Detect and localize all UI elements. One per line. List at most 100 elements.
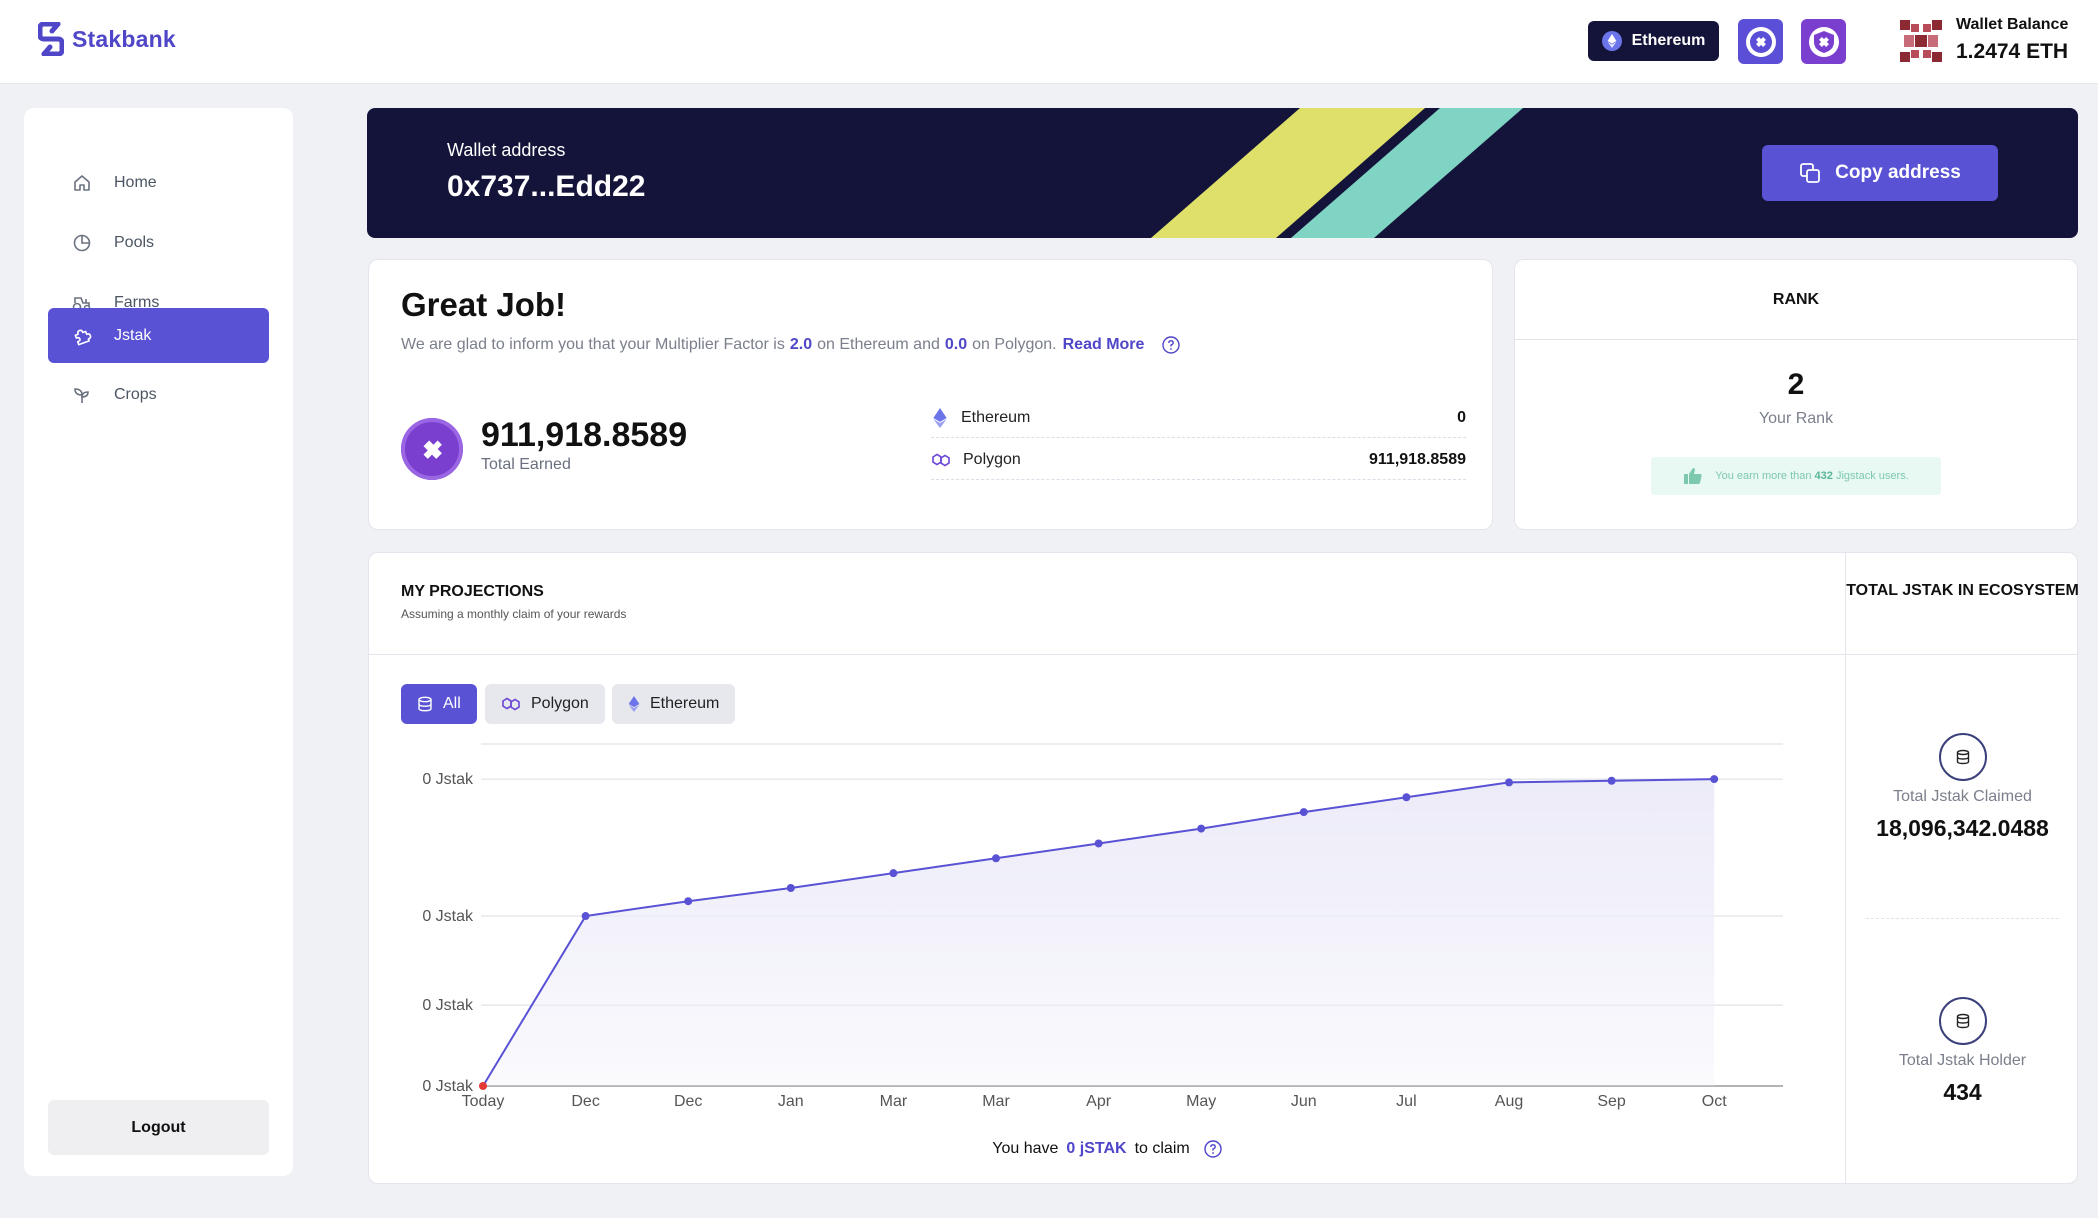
sidebar-item-label: Farms xyxy=(114,293,160,311)
sidebar-item-crops[interactable]: Crops xyxy=(48,367,269,422)
x-tick-label: Dec xyxy=(674,1093,702,1110)
network-name: Ethereum xyxy=(961,408,1031,426)
polygon-multiplier-value: 0.0 xyxy=(944,336,968,353)
y-tick-label: 0 Jstak xyxy=(422,908,474,925)
polygon-icon xyxy=(502,697,520,711)
rank-note-count: 432 xyxy=(1814,470,1833,482)
header-divider xyxy=(369,654,1845,655)
home-icon xyxy=(74,174,90,191)
multiplier-text-mid1: on Ethereum and xyxy=(817,336,940,353)
ecosystem-divider xyxy=(1866,918,2059,919)
total-holder-label: Total Jstak Holder xyxy=(1898,1052,2027,1069)
read-more-link[interactable]: Read More xyxy=(1062,336,1145,353)
logout-button[interactable]: Logout xyxy=(48,1100,269,1155)
shield-token-icon xyxy=(1808,26,1839,57)
sidebar-item-home[interactable]: Home xyxy=(48,155,269,210)
y-tick-label: 0 Jstak xyxy=(422,1078,474,1095)
wallet-balance-value: 1.2474 ETH xyxy=(1956,40,2069,63)
total-earned-label: Total Earned xyxy=(481,456,571,473)
banner-decoration xyxy=(1151,108,1523,238)
filter-ethereum-button[interactable]: Ethereum xyxy=(612,684,736,724)
multiplier-text-prefix: We are glad to inform you that your Mult… xyxy=(401,336,785,353)
database-icon xyxy=(1939,733,1987,781)
filter-polygon-button[interactable]: Polygon xyxy=(485,684,605,724)
data-point xyxy=(992,854,1000,863)
total-claimed-label: Total Jstak Claimed xyxy=(1893,788,2032,805)
data-point xyxy=(889,869,898,878)
projections-subtitle: Assuming a monthly claim of your rewards xyxy=(401,607,627,621)
series-area xyxy=(483,779,1715,1086)
jstak-shield-button[interactable] xyxy=(1801,19,1846,64)
polygon-icon xyxy=(932,453,950,466)
jstak-token-icon xyxy=(401,418,463,480)
claim-suffix: to claim xyxy=(1134,1140,1190,1157)
rank-note: You earn more than 432 Jigstack users. xyxy=(1651,457,1941,495)
wallet-address-value: 0x737...Edd22 xyxy=(447,170,646,203)
network-name: Polygon xyxy=(963,450,1021,468)
rank-card: RANK 2 Your Rank You earn more than 432 … xyxy=(1514,259,2078,530)
x-tick-label: Jun xyxy=(1291,1093,1317,1110)
projections-title: MY PROJECTIONS xyxy=(401,583,544,600)
x-tick-label: Aug xyxy=(1495,1093,1523,1110)
filter-label: All xyxy=(443,695,461,712)
x-tick-label: Dec xyxy=(571,1093,599,1110)
network-row-polygon: Polygon 911,918.8589 xyxy=(931,440,1466,480)
network-value: 0 xyxy=(1457,408,1466,426)
logo-icon xyxy=(38,22,64,56)
multiplier-text: We are glad to inform you that your Mult… xyxy=(401,336,1181,354)
ethereum-icon xyxy=(628,696,640,712)
sidebar-item-jstak[interactable]: Jstak xyxy=(48,308,269,363)
rank-note-suffix: Jigstack users. xyxy=(1835,470,1909,482)
projections-card: MY PROJECTIONS Assuming a monthly claim … xyxy=(368,552,2079,1184)
wallet-avatar-icon[interactable] xyxy=(1900,20,1942,62)
network-selector-button[interactable]: Ethereum xyxy=(1588,21,1719,61)
rank-value: 2 xyxy=(1787,368,1805,401)
app-logo[interactable]: Stakbank xyxy=(38,22,176,56)
data-point xyxy=(1094,839,1103,848)
x-tick-label: May xyxy=(1186,1093,1216,1110)
ethereum-icon xyxy=(1601,31,1622,51)
data-point xyxy=(479,1082,487,1090)
total-earned-value: 911,918.8589 xyxy=(481,416,688,454)
total-claimed-value: 18,096,342.0488 xyxy=(1876,815,2049,841)
multiplier-text-mid2: on Polygon. xyxy=(972,336,1057,353)
data-point xyxy=(581,912,590,921)
network-label: Ethereum xyxy=(1631,32,1706,49)
database-icon xyxy=(418,696,432,712)
jstak-token-button[interactable] xyxy=(1738,19,1783,64)
sidebar-item-label: Crops xyxy=(114,385,157,403)
filter-all-button[interactable]: All xyxy=(401,684,477,724)
x-tick-label: Jan xyxy=(778,1093,804,1110)
network-row-ethereum: Ethereum 0 xyxy=(931,398,1466,438)
puzzle-token-icon xyxy=(1745,26,1776,57)
sidebar-item-label: Pools xyxy=(114,233,155,251)
claim-line: You have 0 jSTAK to claim xyxy=(369,1140,1845,1158)
rank-label: Your Rank xyxy=(1758,410,1834,427)
top-bar: Stakbank Ethereum Wallet Balance 1.2474 … xyxy=(0,0,2098,84)
data-point xyxy=(786,884,795,892)
copy-icon xyxy=(1800,163,1821,183)
total-holder-value: 434 xyxy=(1943,1079,1982,1105)
ethereum-icon xyxy=(933,407,947,428)
puzzle-icon xyxy=(74,329,92,345)
sidebar-item-label: Home xyxy=(114,173,157,191)
copy-address-button[interactable]: Copy address xyxy=(1762,145,1998,201)
help-icon[interactable] xyxy=(1204,1140,1222,1158)
filter-label: Ethereum xyxy=(650,695,720,712)
data-point xyxy=(1607,776,1616,785)
pie-chart-icon xyxy=(73,234,91,251)
help-icon[interactable] xyxy=(1162,336,1181,354)
data-point xyxy=(1197,824,1206,833)
x-tick-label: Mar xyxy=(880,1093,908,1110)
card-divider xyxy=(1845,553,1846,1183)
x-tick-label: Jul xyxy=(1396,1093,1416,1110)
app-name: Stakbank xyxy=(72,25,176,52)
ethereum-multiplier-value: 2.0 xyxy=(789,336,813,353)
sidebar-item-pools[interactable]: Pools xyxy=(48,215,269,270)
filter-label: Polygon xyxy=(531,695,589,712)
y-tick-label: 0 Jstak xyxy=(422,771,474,788)
claim-prefix: You have xyxy=(992,1140,1059,1157)
y-tick-label: 0 Jstak xyxy=(422,997,474,1014)
card-title: Great Job! xyxy=(401,286,567,323)
